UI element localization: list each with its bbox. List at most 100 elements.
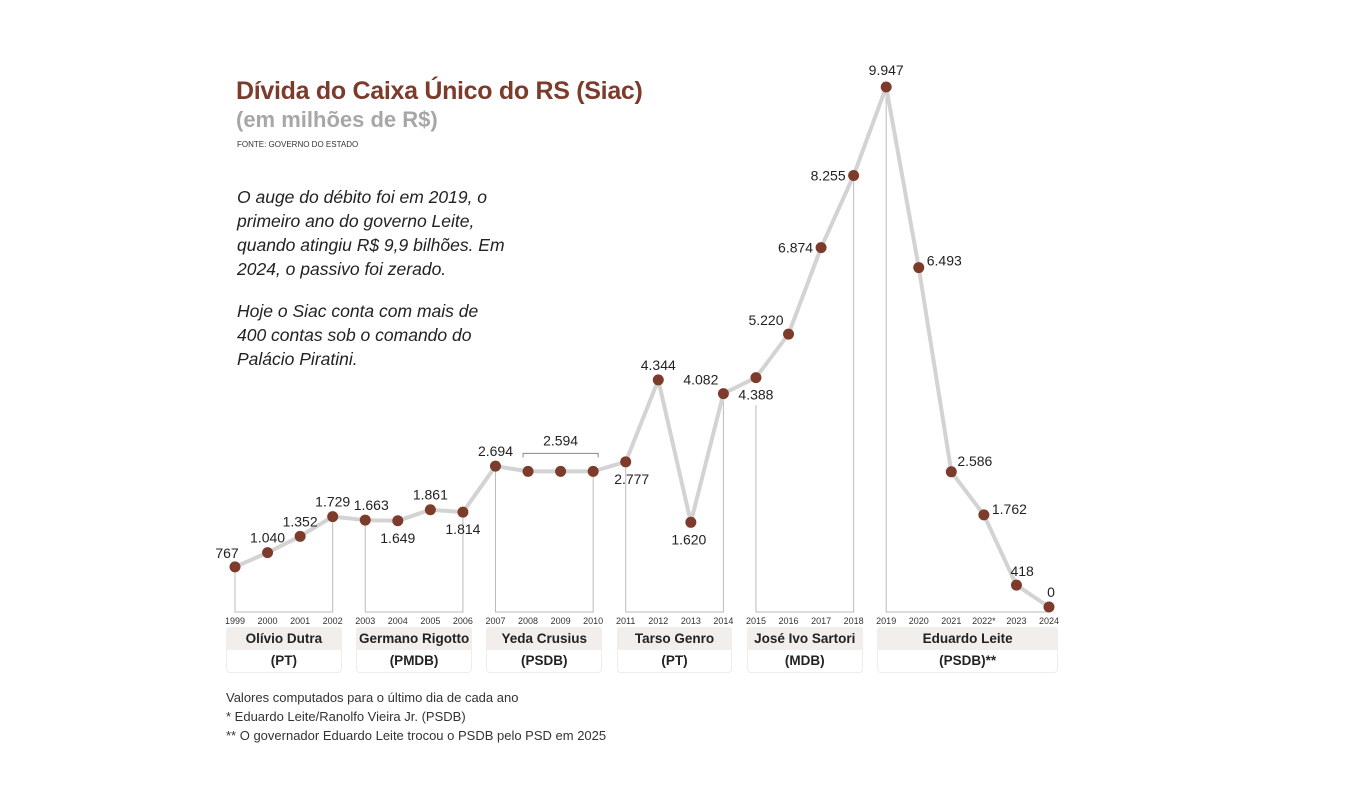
data-point-2000 (262, 547, 274, 559)
annotation-paragraph-1: O auge do débito foi em 2019, o primeiro… (237, 187, 505, 279)
data-label-2021: 2.586 (957, 453, 992, 469)
data-point-2023 (1010, 579, 1022, 591)
government-label: Germano Rigotto (PMDB) (356, 627, 472, 673)
governor-name: Tarso Genro (616, 627, 733, 650)
x-tick-label-2011: 2011 (616, 616, 635, 626)
governor-name: Eduardo Leite (877, 627, 1058, 650)
governor-party: (PT) (226, 650, 342, 673)
x-tick-label-2007: 2007 (485, 616, 505, 626)
governor-name: Germano Rigotto (356, 627, 472, 650)
annotation-paragraph-2: Hoje o Siac conta com mais de 400 contas… (237, 301, 479, 369)
x-tick-label-2022*: 2022* (972, 616, 996, 626)
footnote-leite: ** O governador Eduardo Leite trocou o P… (226, 728, 607, 743)
data-point-2019 (880, 81, 892, 93)
governor-party: (PMDB) (356, 650, 472, 673)
data-point-2014 (717, 388, 729, 400)
government-bracket (755, 180, 855, 613)
data-label-2012: 4.344 (641, 357, 676, 373)
data-point-2018 (848, 169, 860, 181)
x-tick-label-2002: 2002 (323, 616, 343, 626)
government-label: Tarso Genro (PT) (616, 627, 733, 673)
government-label: Eduardo Leite (PSDB)** (877, 627, 1058, 673)
data-label-2018: 8.255 (811, 167, 846, 183)
data-label-1999: 767 (215, 545, 239, 561)
data-point-2015 (750, 372, 762, 384)
governor-name: Olívio Dutra (226, 627, 342, 650)
x-tick-label-2001: 2001 (290, 616, 310, 626)
x-tick-label-2005: 2005 (420, 616, 440, 626)
data-point-2007 (489, 460, 501, 472)
government-label: Yeda Crusius (PSDB) (486, 627, 603, 673)
footnote-values: Valores computados para o último dia de … (226, 690, 519, 705)
x-tick-label-1999: 1999 (225, 616, 245, 626)
series-line (234, 85, 1051, 609)
government-bracket (234, 521, 334, 613)
x-tick-label-2016: 2016 (779, 616, 799, 626)
x-tick-label-2014: 2014 (713, 616, 733, 626)
x-tick-label-2006: 2006 (453, 616, 473, 626)
x-tick-label-2017: 2017 (811, 616, 831, 626)
governor-party: (PT) (616, 650, 733, 673)
data-label-2023: 418 (1010, 563, 1034, 579)
data-label-2017: 6.874 (778, 240, 813, 256)
data-point-2012 (652, 374, 664, 386)
data-label-2015: 4.388 (738, 387, 773, 403)
data-label-2022*: 1.762 (992, 501, 1027, 517)
data-point-2001 (294, 530, 306, 542)
data-point-2017 (815, 242, 827, 254)
data-label-2020: 6.493 (927, 253, 962, 269)
governor-name: Yeda Crusius (486, 627, 603, 650)
governor-party: (MDB) (746, 650, 863, 673)
x-tick-label-2023: 2023 (1006, 616, 1026, 626)
x-tick-label-2019: 2019 (876, 616, 896, 626)
data-label-2001: 1.352 (283, 513, 318, 529)
x-tick-label-2000: 2000 (258, 616, 278, 626)
data-point-2004 (392, 515, 404, 527)
data-point-2020 (913, 262, 925, 274)
governor-party: (PSDB) (486, 650, 603, 673)
chart-title: Dívida do Caixa Único do RS (Siac) (236, 77, 643, 105)
chart-source: FONTE: GOVERNO DO ESTADO (237, 140, 359, 149)
data-label-2005: 1.861 (413, 487, 448, 503)
x-tick-label-2024: 2024 (1039, 616, 1059, 626)
data-point-2003 (359, 514, 371, 526)
x-tick-label-2003: 2003 (355, 616, 375, 626)
data-label-2004: 1.649 (380, 530, 415, 546)
data-label-2024: 0 (1047, 584, 1055, 600)
x-tick-label-2013: 2013 (681, 616, 701, 626)
data-point-2013 (685, 516, 697, 528)
x-tick-label-2015: 2015 (746, 616, 766, 626)
data-point-2011 (620, 456, 632, 468)
government-bracket (885, 92, 1049, 613)
data-point-2010 (587, 465, 599, 477)
value-bracket-2008-2010 (522, 452, 599, 458)
data-point-2022* (978, 509, 990, 521)
x-tick-label-2004: 2004 (388, 616, 408, 626)
data-point-2016 (783, 328, 795, 340)
x-tick-label-2009: 2009 (551, 616, 571, 626)
data-point-1999 (229, 561, 241, 573)
data-label-2007: 2.694 (478, 443, 513, 459)
government-bracket (494, 471, 594, 613)
government-label: José Ivo Sartori (MDB) (746, 627, 863, 673)
government-bracket (625, 398, 724, 613)
government-bracket (364, 517, 464, 613)
data-point-2006 (457, 506, 469, 518)
data-label-2000: 1.040 (250, 530, 285, 546)
data-point-2008 (522, 465, 534, 477)
x-tick-label-2008: 2008 (518, 616, 538, 626)
data-point-2021 (945, 466, 957, 478)
x-tick-label-2012: 2012 (648, 616, 668, 626)
footnote-2022: * Eduardo Leite/Ranolfo Vieira Jr. (PSDB… (226, 709, 466, 724)
x-tick-label-2018: 2018 (844, 616, 864, 626)
data-point-2024 (1043, 601, 1055, 613)
data-label-2009: 2.594 (543, 432, 578, 448)
data-label-2011: 2.777 (614, 471, 649, 487)
data-label-2014: 4.082 (683, 372, 718, 388)
data-label-2002: 1.729 (315, 494, 350, 510)
data-label-2016: 5.220 (748, 312, 783, 328)
data-point-2009 (555, 465, 567, 477)
x-tick-label-2020: 2020 (909, 616, 929, 626)
x-tick-label-2010: 2010 (583, 616, 603, 626)
